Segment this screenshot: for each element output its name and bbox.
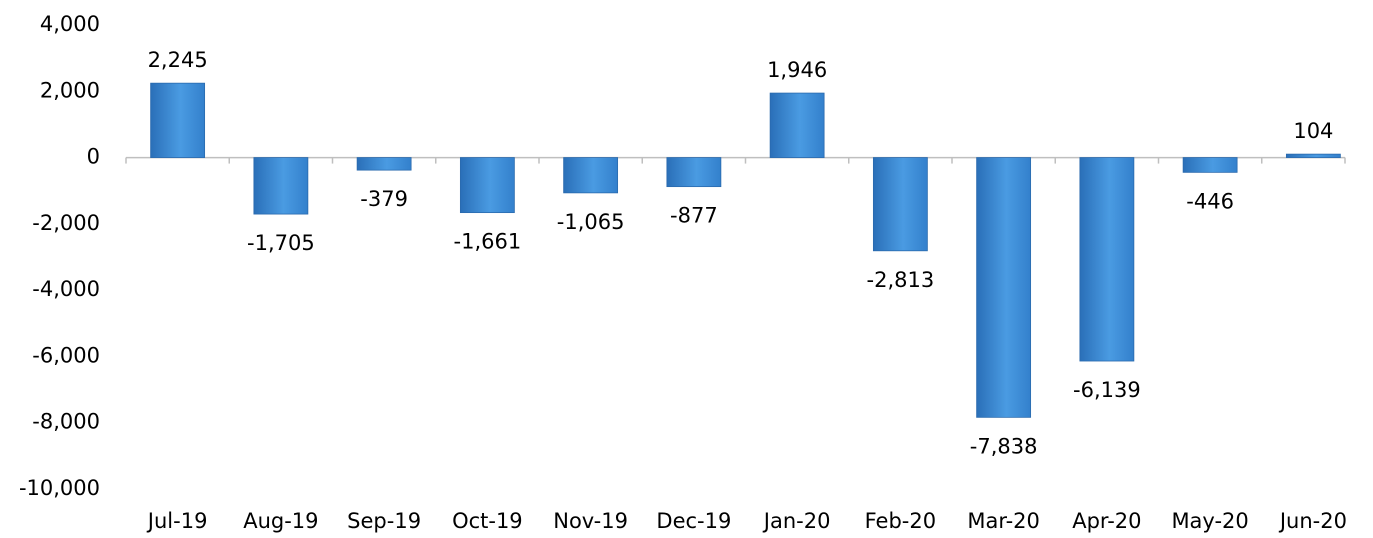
data-label: -379 [360,187,408,211]
data-label: -6,139 [1073,378,1141,402]
data-label: -1,065 [557,210,625,234]
x-tick-label: Jan-20 [762,509,831,533]
x-tick-label: Jul-19 [146,509,208,533]
bar [1182,157,1238,173]
data-label: 2,245 [148,48,208,72]
bar [253,157,309,215]
x-tick-label: Jun-20 [1278,509,1347,533]
bar [1079,157,1135,362]
y-tick-label: -10,000 [19,476,100,500]
bar [872,157,928,252]
y-tick-label: 0 [87,145,100,169]
data-label: -446 [1186,189,1234,213]
x-tick-label: Mar-20 [967,509,1040,533]
x-tick-label: Aug-19 [243,509,318,533]
data-label: -2,813 [867,268,935,292]
bar [356,157,412,171]
bar [459,157,515,214]
data-label: -877 [670,204,718,228]
y-tick-label: -2,000 [32,211,100,235]
bar [976,157,1032,418]
y-tick-label: -6,000 [32,343,100,367]
x-tick-label: Dec-19 [656,509,731,533]
y-tick-label: 2,000 [40,78,100,102]
x-tick-label: Feb-20 [865,509,936,533]
data-label: -1,661 [454,230,522,254]
x-tick-label: Apr-20 [1072,509,1141,533]
data-label: -7,838 [970,434,1038,458]
x-tick-label: Sep-19 [347,509,421,533]
bar [563,157,619,194]
bar [1285,153,1341,158]
x-tick-label: May-20 [1171,509,1248,533]
data-label: 1,946 [767,58,827,82]
y-tick-label: -8,000 [32,410,100,434]
y-tick-label: -4,000 [32,277,100,301]
data-label: -1,705 [247,231,315,255]
bar [666,157,722,188]
bar [150,82,206,158]
y-tick-label: 4,000 [40,12,100,36]
x-tick-label: Nov-19 [553,509,628,533]
x-tick-label: Oct-19 [452,509,523,533]
bar [769,92,825,158]
data-label: 104 [1293,119,1333,143]
